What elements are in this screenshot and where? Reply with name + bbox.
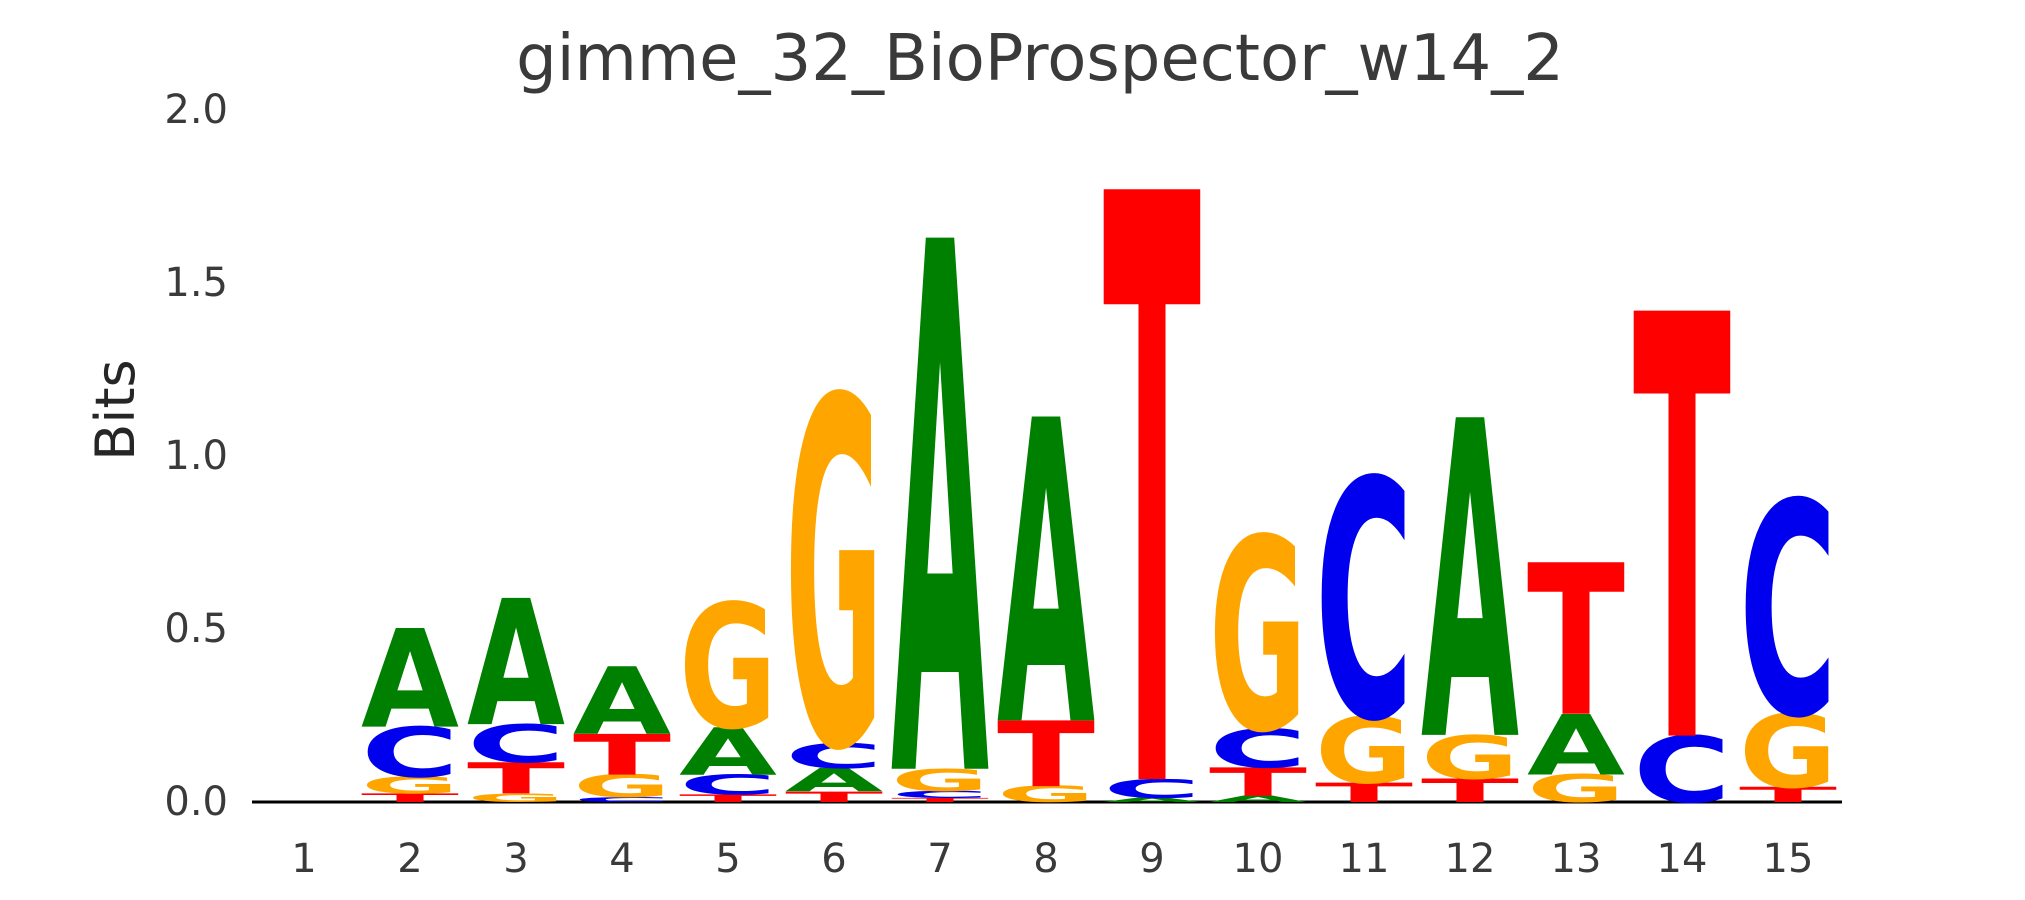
logo-letter-C-pos5: C xyxy=(679,769,777,801)
logo-letter-A-pos7: A xyxy=(891,92,990,900)
logo-letter-C-pos4: C xyxy=(573,796,671,804)
x-tick-label-12: 12 xyxy=(1444,836,1496,882)
logo-letter-G-pos6: G xyxy=(785,302,883,857)
logo-letter-A-pos8: A xyxy=(997,335,1096,819)
logo-column-13: GAT xyxy=(1527,523,1625,811)
logo-letter-T-pos14: T xyxy=(1633,195,1732,874)
logo-letter-A-pos10: A xyxy=(1209,794,1307,804)
y-tick-label-1.5: 1.5 xyxy=(164,260,228,306)
logo-letter-G-pos4: G xyxy=(573,769,671,805)
x-tick-label-15: 15 xyxy=(1762,836,1814,882)
logo-letter-G-pos12: G xyxy=(1421,724,1519,793)
logo-column-15: TGC xyxy=(1739,442,1837,811)
x-tick-label-6: 6 xyxy=(821,836,847,882)
x-tick-label-5: 5 xyxy=(715,836,741,882)
logo-letter-G-pos8: G xyxy=(997,782,1095,807)
logo-letter-G-pos10: G xyxy=(1209,484,1307,792)
logo-letter-G-pos11: G xyxy=(1315,698,1413,805)
logo-letter-T-pos15: T xyxy=(1739,783,1837,807)
logo-letter-G-pos7: G xyxy=(891,763,989,798)
x-tick-label-14: 14 xyxy=(1656,836,1708,882)
logo-letter-T-pos4: T xyxy=(573,724,671,789)
logo-letter-C-pos6: C xyxy=(785,737,883,777)
x-tick-label-10: 10 xyxy=(1232,836,1284,882)
logo-letter-A-pos9: A xyxy=(1103,797,1201,804)
logo-column-11: TGC xyxy=(1315,413,1413,808)
logo-column-8: GTA xyxy=(997,335,1096,819)
y-tick-label-1.0: 1.0 xyxy=(164,433,228,479)
logo-letter-G-pos5: G xyxy=(679,569,777,768)
logo-letter-A-pos3: A xyxy=(467,565,565,766)
logo-letter-C-pos10: C xyxy=(1209,718,1307,780)
chart-title: gimme_32_BioProspector_w14_2 xyxy=(516,22,1564,96)
logo-letter-T-pos2: T xyxy=(361,791,460,805)
logo-letter-C-pos9: C xyxy=(1103,774,1201,804)
y-tick-label-0.0: 0.0 xyxy=(164,779,228,825)
logo-letter-T-pos8: T xyxy=(997,704,1095,808)
logo-column-12: TGA xyxy=(1421,331,1520,838)
x-tick-label-2: 2 xyxy=(397,836,423,882)
logo-letter-A-pos5: A xyxy=(679,714,777,790)
logo-letter-T-pos7: T xyxy=(891,797,989,804)
logo-letter-C-pos11: C xyxy=(1315,413,1413,794)
logo-letter-G-pos15: G xyxy=(1739,693,1837,810)
x-tick-label-8: 8 xyxy=(1033,836,1059,882)
logo-letter-G-pos13: G xyxy=(1527,767,1625,811)
x-tick-label-13: 13 xyxy=(1550,836,1602,882)
logo-letter-T-pos3: T xyxy=(467,754,566,803)
logo-column-14: CT xyxy=(1633,195,1732,874)
logo-letter-T-pos13: T xyxy=(1527,523,1625,764)
logo-letter-G-pos3: G xyxy=(467,791,565,805)
y-tick-label-2.0: 2.0 xyxy=(164,87,228,133)
logo-letter-T-pos9: T xyxy=(1103,28,1202,900)
logo-letter-A-pos6: A xyxy=(785,762,884,800)
x-tick-label-4: 4 xyxy=(609,836,635,882)
logo-letter-T-pos5: T xyxy=(679,792,778,804)
logo-letter-G-pos2: G xyxy=(361,773,459,799)
logo-letter-T-pos6: T xyxy=(785,789,884,806)
logo-letter-A-pos4: A xyxy=(573,648,672,756)
logo-letter-A-pos13: A xyxy=(1527,698,1625,795)
logo-letter-T-pos12: T xyxy=(1421,772,1520,810)
logo-letter-C-pos7: C xyxy=(891,789,989,800)
logo-letter-T-pos10: T xyxy=(1209,760,1307,805)
logo-letter-C-pos2: C xyxy=(361,713,459,793)
x-tick-label-9: 9 xyxy=(1139,836,1165,882)
x-tick-label-11: 11 xyxy=(1338,836,1390,882)
x-tick-label-1: 1 xyxy=(291,836,317,882)
x-tick-label-7: 7 xyxy=(927,836,953,882)
logo-letter-T-pos11: T xyxy=(1315,778,1413,809)
logo-letter-C-pos3: C xyxy=(467,714,565,775)
logo-letter-A-pos2: A xyxy=(361,603,459,760)
x-tick-label-3: 3 xyxy=(503,836,529,882)
logo-letter-C-pos15: C xyxy=(1739,442,1837,783)
y-tick-label-0.5: 0.5 xyxy=(164,606,228,652)
logo-letter-A-pos12: A xyxy=(1421,331,1520,838)
logo-column-9: ACT xyxy=(1103,28,1202,900)
logo-letter-C-pos14: C xyxy=(1633,717,1731,824)
